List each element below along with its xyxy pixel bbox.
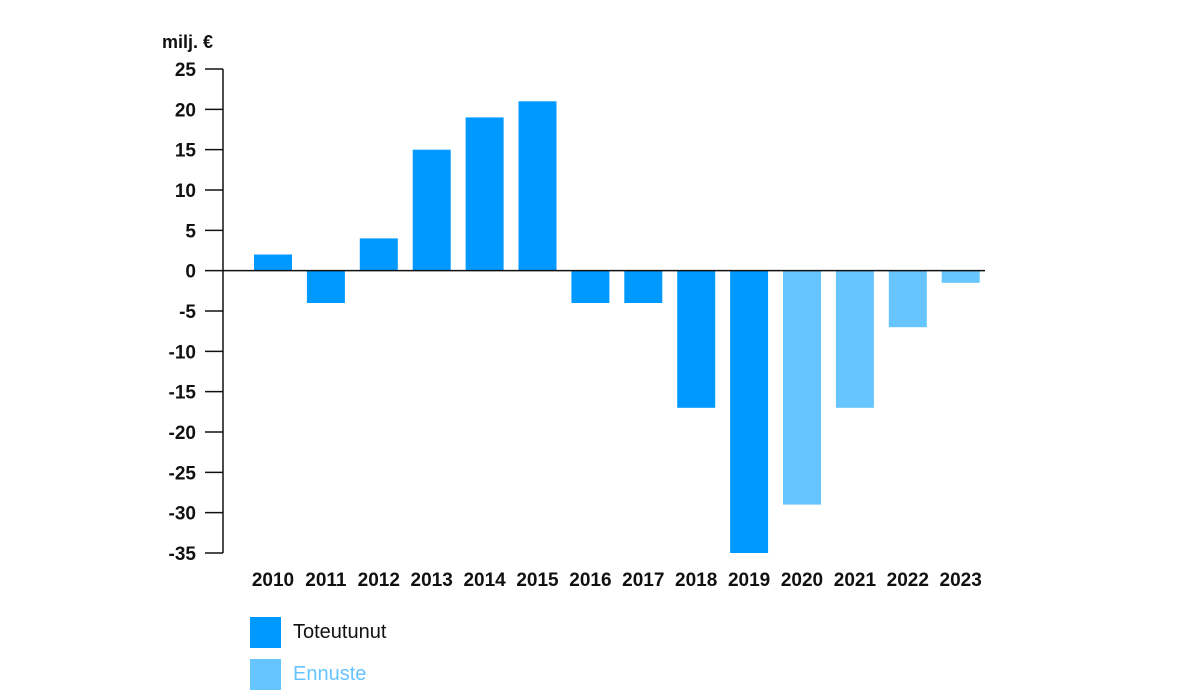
legend-label-actual: Toteutunut [293, 620, 387, 643]
bar-2019 [730, 270, 769, 553]
x-tick-label: 2023 [940, 570, 982, 591]
x-tick-label: 2011 [305, 570, 347, 591]
x-tick-label: 2017 [622, 570, 664, 591]
y-tick-label: -5 [179, 302, 196, 323]
legend-item-forecast: Ennuste [250, 658, 386, 690]
bars [254, 101, 980, 553]
bar-2010 [254, 254, 292, 271]
bar-2016 [571, 270, 610, 303]
x-tick-label: 2020 [781, 570, 823, 591]
x-tick-label: 2013 [411, 570, 453, 591]
y-tick-label: -10 [169, 342, 196, 363]
legend-swatch-actual [250, 616, 281, 648]
bar-2021 [835, 270, 874, 408]
x-tick-label: 2021 [834, 570, 877, 591]
y-tick-label: -30 [169, 504, 196, 525]
bar-2014 [465, 117, 504, 271]
y-tick-label: -25 [169, 463, 197, 484]
x-tick-label: 2016 [569, 570, 611, 591]
y-tick-label: 0 [185, 262, 196, 283]
bar-2023 [941, 270, 980, 283]
y-axis-ticks: 25 20 15 10 5 0 -5 -10 -15 -20 -25 -30 -35 [169, 60, 223, 565]
bar-2012 [359, 238, 398, 271]
bar-2022 [888, 270, 927, 328]
x-tick-label: 2010 [252, 570, 294, 591]
bar-2020 [783, 270, 821, 505]
x-tick-label: 2019 [728, 570, 770, 591]
legend-swatch-forecast [250, 658, 281, 690]
x-tick-label: 2018 [675, 570, 717, 591]
x-tick-label: 2015 [516, 570, 559, 591]
y-tick-label: 15 [175, 141, 197, 162]
y-tick-label: 20 [175, 100, 196, 121]
bar-2015 [518, 101, 557, 271]
legend-label-forecast: Ennuste [293, 662, 367, 685]
bar-2011 [306, 270, 345, 303]
x-tick-label: 2014 [463, 570, 506, 591]
y-tick-label: 25 [175, 60, 197, 81]
y-axis-unit-label: milj. € [162, 32, 213, 52]
x-axis-labels: 2010 2011 2012 2013 2014 2015 2016 2017 2018 2019… [252, 570, 982, 591]
legend: Toteutunut Ennuste [250, 616, 386, 700]
legend-item-actual: Toteutunut [250, 616, 386, 648]
y-tick-label: 5 [185, 221, 196, 242]
x-tick-label: 2012 [358, 570, 400, 591]
y-tick-label: 10 [175, 181, 196, 202]
bar-2013 [412, 149, 451, 271]
y-tick-label: -15 [169, 383, 197, 404]
y-tick-label: -35 [169, 544, 197, 565]
bar-2018 [677, 270, 716, 408]
y-tick-label: -20 [169, 423, 196, 444]
x-tick-label: 2022 [887, 570, 929, 591]
bar-2017 [624, 270, 663, 303]
